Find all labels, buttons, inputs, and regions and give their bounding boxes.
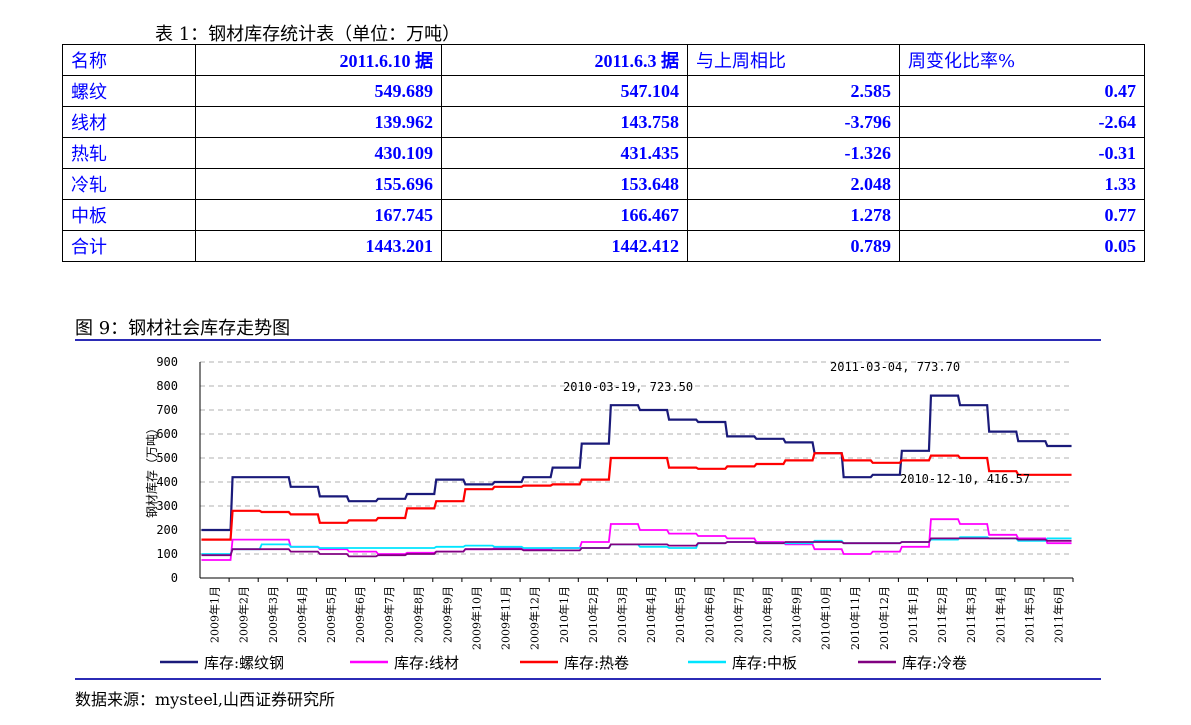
y-tick-label: 900 <box>156 355 178 369</box>
row-label: 合计 <box>62 230 196 262</box>
header-previous-week: 2011.6.3 据 <box>441 44 688 76</box>
cell-ratio: 1.33 <box>899 168 1145 200</box>
x-tick-label: 2009年10月 <box>469 586 483 650</box>
annotation-label: 2011-03-04, 773.70 <box>830 360 960 374</box>
figure-bottom-rule <box>75 678 1101 680</box>
row-label: 热轧 <box>62 137 196 169</box>
y-tick-label: 400 <box>156 475 178 489</box>
y-tick-label: 200 <box>156 523 178 537</box>
x-tick-label: 2010年3月 <box>615 586 629 643</box>
data-source-note: 数据来源：mysteel,山西证券研究所 <box>75 690 335 709</box>
table-total-row: 合计 1443.201 1442.412 0.789 0.05 <box>62 230 1145 262</box>
series-line-2 <box>201 452 1072 541</box>
series-line-0 <box>201 394 1072 532</box>
table-header-row: 名称 2011.6.10 据 2011.6.3 据 与上周相比 周变化比率% <box>62 44 1145 76</box>
cell-previous: 547.104 <box>441 75 688 107</box>
y-tick-label: 100 <box>156 547 178 561</box>
table-row: 热轧 430.109 431.435 -1.326 -0.31 <box>62 137 1145 169</box>
table-row: 中板 167.745 166.467 1.278 0.77 <box>62 199 1145 231</box>
x-tick-label: 2010年4月 <box>644 586 658 643</box>
x-tick-label: 2010年2月 <box>586 586 600 643</box>
x-tick-label: 2011年2月 <box>935 586 949 643</box>
annotation-label: 2010-12-10, 416.57 <box>900 472 1030 486</box>
cell-previous: 1442.412 <box>441 230 688 262</box>
x-tick-label: 2009年5月 <box>324 586 338 643</box>
series-line-4 <box>201 537 1072 558</box>
x-tick-label: 2011年4月 <box>993 586 1007 643</box>
x-tick-label: 2009年8月 <box>411 586 425 643</box>
cell-change: 1.278 <box>687 199 900 231</box>
x-tick-label: 2011年6月 <box>1051 586 1065 643</box>
x-tick-label: 2009年12月 <box>528 586 542 650</box>
figure-caption: 图 9：钢材社会库存走势图 <box>75 318 291 339</box>
figure-top-rule <box>75 339 1101 341</box>
header-name: 名称 <box>62 44 196 76</box>
legend-label: 库存:螺纹钢 <box>204 654 284 672</box>
cell-current: 139.962 <box>195 106 442 138</box>
cell-change: -3.796 <box>687 106 900 138</box>
x-tick-label: 2010年10月 <box>819 586 833 650</box>
header-weekly-change: 与上周相比 <box>687 44 900 76</box>
annotation-label: 2010-03-19, 723.50 <box>563 380 693 394</box>
x-tick-label: 2009年9月 <box>440 586 454 643</box>
x-tick-label: 2010年12月 <box>877 586 891 650</box>
x-tick-label: 2010年5月 <box>673 586 687 643</box>
table-caption: 表 1：钢材库存统计表（单位：万吨） <box>155 24 461 45</box>
cell-ratio: -0.31 <box>899 137 1145 169</box>
y-tick-label: 0 <box>171 571 178 585</box>
row-label: 线材 <box>62 106 196 138</box>
x-tick-label: 2009年7月 <box>382 586 396 643</box>
legend-label: 库存:热卷 <box>564 654 629 672</box>
inventory-table: 名称 2011.6.10 据 2011.6.3 据 与上周相比 周变化比率% 螺… <box>62 44 1145 262</box>
x-tick-label: 2009年11月 <box>499 586 513 650</box>
x-tick-label: 2011年1月 <box>906 586 920 643</box>
x-tick-label: 2010年7月 <box>731 586 745 643</box>
x-tick-label: 2010年1月 <box>557 586 571 643</box>
cell-ratio: 0.47 <box>899 75 1145 107</box>
x-tick-label: 2011年5月 <box>1022 586 1036 643</box>
cell-current: 549.689 <box>195 75 442 107</box>
x-tick-label: 2011年3月 <box>964 586 978 643</box>
y-tick-label: 500 <box>156 451 178 465</box>
y-tick-label: 600 <box>156 427 178 441</box>
cell-change: 0.789 <box>687 230 900 262</box>
cell-current: 430.109 <box>195 137 442 169</box>
y-tick-label: 800 <box>156 379 178 393</box>
x-tick-label: 2009年6月 <box>353 586 367 643</box>
cell-change: -1.326 <box>687 137 900 169</box>
y-axis-label: 钢材库存（万吨） <box>144 422 159 518</box>
cell-current: 155.696 <box>195 168 442 200</box>
series-line-3 <box>201 536 1072 555</box>
x-tick-label: 2010年6月 <box>702 586 716 643</box>
cell-current: 1443.201 <box>195 230 442 262</box>
x-tick-label: 2009年3月 <box>266 586 280 643</box>
x-tick-label: 2010年9月 <box>790 586 804 643</box>
x-tick-label: 2009年1月 <box>208 586 222 643</box>
x-tick-label: 2010年8月 <box>760 586 774 643</box>
y-tick-label: 700 <box>156 403 178 417</box>
y-tick-label: 300 <box>156 499 178 513</box>
x-tick-label: 2009年2月 <box>237 586 251 643</box>
legend-label: 库存:冷卷 <box>902 654 967 672</box>
legend-label: 库存:中板 <box>732 654 797 672</box>
x-tick-label: 2009年4月 <box>295 586 309 643</box>
cell-ratio: 0.05 <box>899 230 1145 262</box>
x-tick-label: 2010年11月 <box>848 586 862 650</box>
table-row: 冷轧 155.696 153.648 2.048 1.33 <box>62 168 1145 200</box>
header-current-week: 2011.6.10 据 <box>195 44 442 76</box>
legend-label: 库存:线材 <box>394 654 459 672</box>
